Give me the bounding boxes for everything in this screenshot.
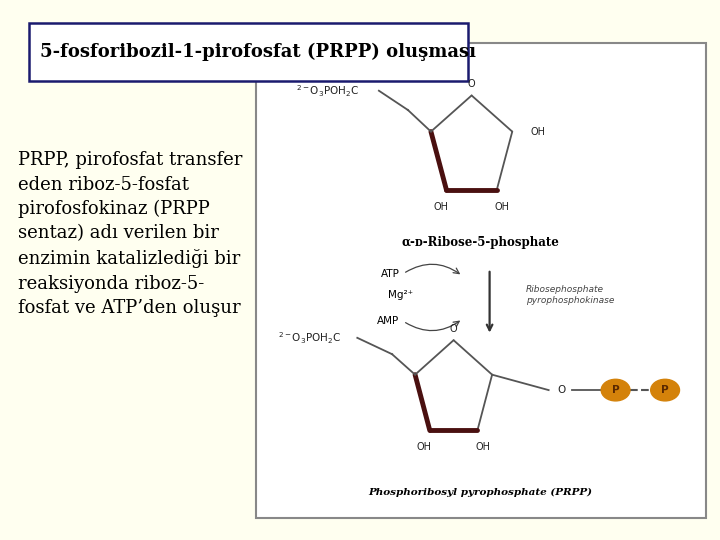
FancyBboxPatch shape [29, 23, 468, 81]
Text: P: P [661, 385, 669, 395]
Text: 5-fosforibozil-1-pirofosfat (PRPP) oluşması: 5-fosforibozil-1-pirofosfat (PRPP) oluşm… [40, 43, 476, 61]
Text: Mg²⁺: Mg²⁺ [388, 290, 413, 300]
Circle shape [651, 379, 680, 401]
Text: OH: OH [530, 126, 545, 137]
Text: PRPP, pirofosfat transfer
eden riboz-5-fosfat
pirofosfokinaz (PRPP
sentaz) adı v: PRPP, pirofosfat transfer eden riboz-5-f… [18, 151, 243, 317]
Text: $^{2-}$O$_3$POH$_2$C: $^{2-}$O$_3$POH$_2$C [278, 330, 341, 346]
FancyBboxPatch shape [256, 43, 706, 518]
Text: P: P [612, 385, 619, 395]
Text: Ribosephosphate
pyrophosphokinase: Ribosephosphate pyrophosphokinase [526, 285, 614, 305]
Text: O: O [557, 385, 566, 395]
Text: OH: OH [476, 442, 490, 453]
Text: O: O [468, 79, 475, 89]
Text: $^{2-}$O$_3$POH$_2$C: $^{2-}$O$_3$POH$_2$C [296, 83, 359, 98]
Text: Phosphoribosyl pyrophosphate (PRPP): Phosphoribosyl pyrophosphate (PRPP) [369, 488, 593, 497]
Circle shape [601, 379, 630, 401]
Text: O: O [450, 323, 457, 334]
Text: α-ᴅ-Ribose-5-phosphate: α-ᴅ-Ribose-5-phosphate [402, 237, 559, 249]
Text: OH: OH [417, 442, 431, 453]
Text: OH: OH [433, 202, 449, 212]
Text: OH: OH [495, 202, 510, 212]
Text: ATP: ATP [381, 269, 400, 279]
Text: AMP: AMP [377, 316, 400, 326]
